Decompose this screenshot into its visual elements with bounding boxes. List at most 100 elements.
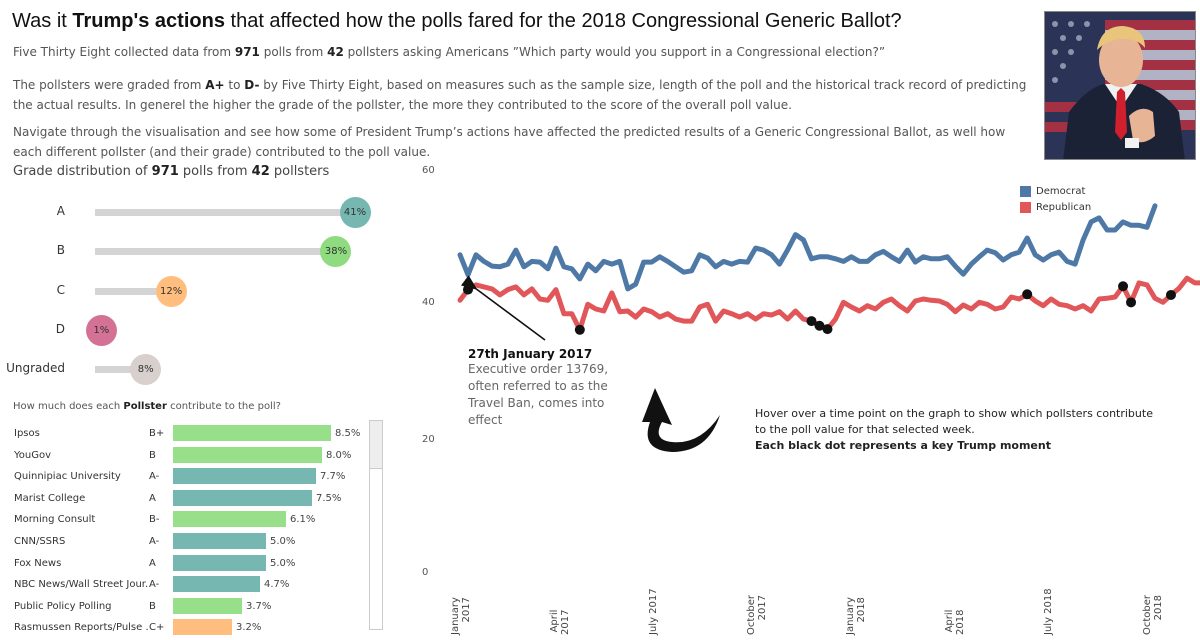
annotation-arrow: [460, 275, 546, 341]
chart-legend: Democrat Republican: [1020, 183, 1091, 215]
pollster-bar[interactable]: [173, 554, 266, 571]
grade-dot[interactable]: 8%: [130, 354, 162, 385]
pollster-bar[interactable]: [173, 619, 232, 636]
y-tick-label: 40: [422, 297, 435, 308]
pollster-value: 5.0%: [270, 557, 296, 569]
pollster-value: 6.1%: [290, 514, 316, 526]
pollster-bar[interactable]: [173, 576, 260, 593]
grade-title-text: polls from: [178, 164, 252, 179]
hover-instructions: Hover over a time point on the graph to …: [755, 406, 1155, 454]
grade-low: D-: [244, 78, 260, 92]
key-moment-dot[interactable]: [1022, 289, 1033, 300]
x-tick-label: October 2018: [1141, 594, 1164, 635]
x-tick-label: April 2018: [944, 609, 967, 635]
line-chart-plot[interactable]: [400, 160, 1200, 640]
pollster-grade: C+: [149, 622, 165, 634]
pollster-row[interactable]: Rasmussen Reports/Pulse .. C+ 3.2%: [0, 617, 370, 639]
pollster-row[interactable]: NBC News/Wall Street Jour.. A- 4.7%: [0, 574, 370, 596]
pollster-bar[interactable]: [173, 597, 242, 614]
grade-label: A: [56, 204, 65, 218]
grade-label: D: [55, 322, 65, 336]
key-moment-dot[interactable]: [462, 284, 473, 295]
legend-item-republican[interactable]: Republican: [1020, 199, 1091, 215]
trump-photo: [1044, 11, 1196, 160]
key-moment-dot[interactable]: [1118, 281, 1129, 292]
grade-row-c[interactable]: C 12%: [0, 276, 400, 307]
pollster-row[interactable]: Public Policy Polling B 3.7%: [0, 596, 370, 618]
key-moment-dot[interactable]: [822, 324, 833, 335]
title-text-post: that affected how the polls fared for th…: [224, 10, 902, 32]
pollster-row[interactable]: CNN/SSRS A- 5.0%: [0, 531, 370, 553]
scrollbar-thumb[interactable]: [370, 421, 382, 469]
key-moment-dot[interactable]: [814, 320, 825, 331]
pollster-list-scrollbar[interactable]: [369, 420, 383, 630]
dashboard-title: Was it Trump's actions that affected how…: [12, 10, 902, 33]
pollster-bar[interactable]: [173, 425, 331, 441]
pollster-name: YouGov: [14, 449, 52, 461]
pollster-grade: A: [149, 557, 156, 569]
series-line-republican[interactable]: [457, 275, 1200, 333]
intro-text: The pollsters were graded from: [13, 78, 206, 92]
x-tick-label: July 2018: [1042, 588, 1054, 635]
grade-row-b[interactable]: B 38%: [0, 236, 400, 267]
grade-high: A+: [205, 78, 225, 92]
pollster-row[interactable]: Morning Consult B- 6.1%: [0, 509, 370, 531]
pollster-title-text: contribute to the poll?: [166, 401, 281, 412]
pollster-row[interactable]: Quinnipiac University A- 7.7%: [0, 466, 370, 488]
pollster-name: Morning Consult: [14, 514, 96, 526]
grade-dot[interactable]: 38%: [320, 236, 352, 267]
annotation-body: Executive order 13769, often referred to…: [468, 362, 609, 427]
pollster-contribution-list: Ipsos B+ 8.5% YouGov B 8.0% Quinnipiac Univers…: [0, 423, 370, 640]
pollster-row[interactable]: Fox News A 5.0%: [0, 553, 370, 575]
trump-photo-illustration: [1045, 12, 1195, 159]
grade-label: B: [56, 243, 65, 257]
intro-paragraph-3: Navigate through the visualisation and s…: [13, 125, 1006, 159]
pollster-grade: B: [149, 449, 156, 461]
hint-key-moments: Each black dot represents a key Trump mo…: [755, 439, 1051, 452]
series-layer: [457, 203, 1200, 333]
grade-row-ungraded[interactable]: Ungraded 8%: [0, 354, 400, 385]
pollster-grade: B+: [149, 428, 165, 439]
pollster-grade: A-: [149, 536, 160, 547]
grade-dot[interactable]: 1%: [85, 315, 117, 346]
grade-track: [95, 248, 336, 255]
grade-row-a[interactable]: A 41%: [0, 197, 400, 228]
pollster-bar[interactable]: [173, 489, 312, 506]
pollster-grade: A-: [149, 579, 160, 591]
pollster-row[interactable]: Ipsos B+ 8.5%: [0, 423, 370, 445]
intro-paragraph-1: Five Thirty Eight collected data from 97…: [13, 42, 1033, 62]
key-moment-dot[interactable]: [1165, 289, 1176, 300]
intro-text: by Five Thirty Eight, based on measures …: [13, 78, 1027, 112]
legend-swatch-democrat: [1020, 185, 1031, 197]
grade-distribution-title: Grade distribution of 971 polls from 42 …: [13, 164, 329, 179]
pollster-name: Quinnipiac University: [14, 471, 121, 483]
generic-ballot-line-chart[interactable]: 60 40 20 0 January 2017 April 2017 July 20…: [400, 160, 1200, 640]
grade-row-d[interactable]: D 1%: [0, 315, 400, 346]
pollster-contribution-title: How much does each Pollster contribute t…: [13, 401, 281, 412]
hint-line: Hover over a time point on the graph to …: [755, 407, 1153, 436]
grade-track: [95, 288, 172, 295]
pollster-title-text: How much does each: [13, 401, 124, 412]
pollster-bar[interactable]: [173, 533, 266, 549]
key-moment-dot[interactable]: [806, 316, 817, 327]
pollster-bar[interactable]: [173, 446, 322, 463]
pollster-value: 5.0%: [270, 536, 296, 547]
grade-pollster-count: 42: [251, 164, 270, 179]
grade-label: C: [56, 283, 65, 297]
pollster-value: 7.5%: [316, 492, 342, 504]
pollster-row[interactable]: Marist College A 7.5%: [0, 488, 370, 510]
pollster-value: 7.7%: [320, 471, 346, 483]
series-line-democrat[interactable]: [457, 203, 1158, 292]
legend-item-democrat[interactable]: Democrat: [1020, 183, 1091, 199]
title-emphasis: Trump's actions: [72, 10, 225, 32]
key-moment-dot[interactable]: [574, 324, 585, 335]
grade-dot[interactable]: 41%: [339, 197, 371, 228]
grade-track: [95, 209, 355, 216]
pollster-grade: A-: [149, 471, 160, 483]
pollster-bar[interactable]: [173, 511, 286, 528]
pollster-value: 3.2%: [236, 622, 262, 634]
pollster-row[interactable]: YouGov B 8.0%: [0, 445, 370, 467]
key-moment-dot[interactable]: [1126, 297, 1137, 308]
grade-dot[interactable]: 12%: [155, 276, 187, 307]
pollster-bar[interactable]: [173, 468, 316, 485]
